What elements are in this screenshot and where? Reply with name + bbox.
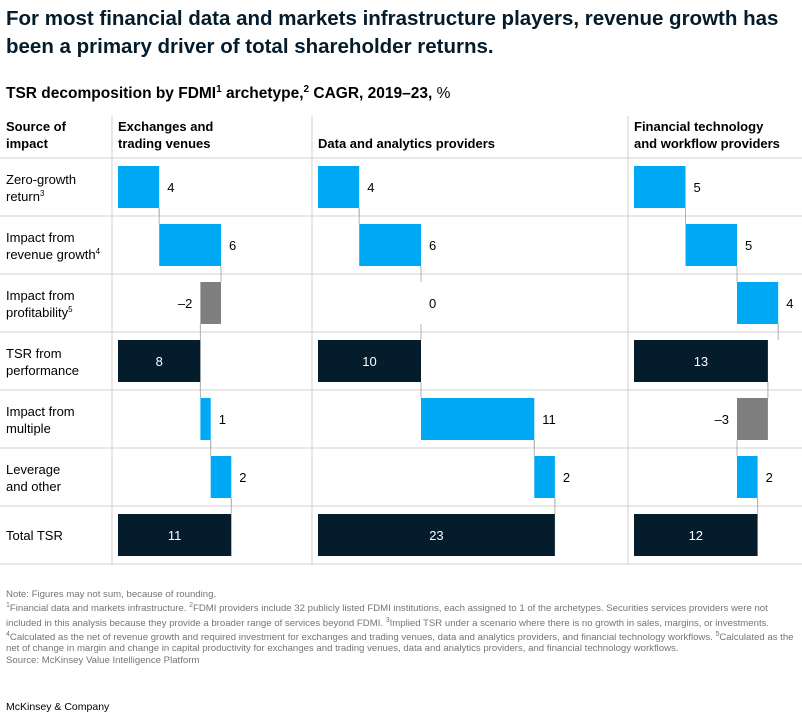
bar-c1-r6 (318, 514, 555, 556)
bar-c1-r5 (534, 456, 555, 498)
fn2-sup: 2 (189, 602, 193, 610)
source-line: Source: McKinsey Value Intelligence Plat… (6, 654, 200, 666)
bar-c1-r4 (421, 398, 535, 440)
bar-c0-r6 (118, 514, 232, 556)
subtitle-text-c: CAGR, 2019–23, (309, 85, 433, 103)
bar-label-c0-r2: –2 (178, 296, 192, 311)
bar-c0-r3 (118, 340, 201, 382)
row-label-1-line2: revenue growth4 (6, 247, 101, 262)
bar-c2-r3 (634, 340, 768, 382)
headline: For most financial data and markets infr… (6, 7, 779, 58)
bar-c2-r2 (737, 282, 779, 324)
bar-c2-r5 (737, 456, 758, 498)
bar-c0-r0 (118, 166, 160, 208)
bar-c2-r0 (634, 166, 686, 208)
row-label-6: Total TSR (6, 528, 63, 543)
bar-label-c1-r2: 0 (429, 296, 436, 311)
fn4: Calculated as the net of revenue growth … (9, 632, 716, 644)
bar-label-c2-r4: –3 (715, 412, 729, 427)
row-label-3-line2: performance (6, 363, 79, 378)
fn2: FDMI providers include 32 publicly liste… (6, 603, 768, 629)
bar-c2-r1 (685, 224, 737, 266)
row-label-0-line2: return3 (6, 189, 45, 204)
bar-label-c2-r1: 5 (745, 238, 752, 253)
row-label-0-line1: Zero-growth (6, 172, 76, 187)
fn1-sup: 1 (6, 602, 10, 610)
row-header-line2: impact (6, 136, 49, 151)
bar-c0-r4 (200, 398, 211, 440)
bar-label-c1-r6: 23 (429, 528, 443, 543)
bar-label-c1-r4: 11 (542, 412, 556, 427)
bar-label-c1-r3: 10 (362, 354, 376, 369)
fn1: Financial data and markets infrastructur… (9, 603, 190, 615)
fn3-sup: 3 (385, 616, 390, 624)
bar-label-c0-r3: 8 (156, 354, 163, 369)
waterfall-chart: Source of impact Exchanges and trading venu… (0, 116, 802, 565)
row-label-5-line1: Leverage (6, 462, 60, 477)
bar-label-c2-r5: 2 (766, 470, 773, 485)
bar-label-c1-r5: 2 (563, 470, 570, 485)
bar-c0-r2 (200, 282, 221, 324)
subtitle-text-a: TSR decomposition by FDMI (6, 85, 217, 103)
column-title-0-line1: Exchanges and (118, 119, 213, 134)
row-label-1-sup: 4 (96, 247, 101, 256)
subtitle-sup-a: 1 (216, 84, 222, 95)
bar-c1-r3 (318, 340, 421, 382)
bar-label-c2-r3: 13 (694, 354, 708, 369)
bar-label-c2-r0: 5 (694, 180, 701, 195)
subtitle-text-b: archetype, (221, 85, 304, 103)
row-label-2-sup: 5 (68, 305, 73, 314)
bar-c0-r1 (159, 224, 221, 266)
bar-label-c0-r6: 11 (168, 528, 182, 543)
subtitle-sup-b: 2 (303, 84, 310, 95)
column-title-2-line2: and workflow providers (634, 136, 780, 151)
column-title-0-line2: trading venues (118, 136, 210, 151)
row-label-4-line2: multiple (6, 421, 51, 436)
bar-c1-r1 (359, 224, 421, 266)
bar-label-c2-r2: 4 (786, 296, 793, 311)
bar-label-c1-r1: 6 (429, 238, 436, 253)
bar-label-c0-r4: 1 (219, 412, 226, 427)
note-rounding: Note: Figures may not sum, because of ro… (6, 589, 217, 600)
brand-logo-text: McKinsey & Company (6, 701, 110, 713)
fn5-sup: 5 (715, 630, 720, 638)
bar-label-c0-r1: 6 (229, 238, 236, 253)
fn5: Calculated as the net of change in margi… (6, 632, 794, 655)
bar-c2-r4 (737, 398, 768, 440)
fn4-sup: 4 (6, 630, 10, 638)
footnote-text: 1Financial data and markets infrastructu… (6, 600, 796, 654)
row-label-1-line1: Impact from (6, 230, 75, 245)
bar-c1-r0 (318, 166, 360, 208)
column-title-1: Data and analytics providers (318, 136, 495, 151)
row-label-2-line1: Impact from (6, 288, 75, 303)
row-label-0-sup: 3 (40, 189, 45, 198)
row-label-5-line2: and other (6, 479, 62, 494)
row-label-4-line1: Impact from (6, 404, 75, 419)
row-header-line1: Source of (6, 119, 67, 134)
chart-subtitle: TSR decomposition by FDMI1 archetype,2 C… (6, 80, 450, 104)
footnotes: Note: Figures may not sum, because of ro… (6, 589, 796, 666)
column-title-2-line1: Financial technology (634, 119, 764, 134)
subtitle-unit: % (432, 85, 451, 103)
row-label-3-line1: TSR from (6, 346, 62, 361)
bar-c2-r6 (634, 514, 758, 556)
bar-label-c0-r0: 4 (167, 180, 174, 195)
fn3: Implied TSR under a scenario where there… (389, 617, 770, 629)
bar-label-c0-r5: 2 (239, 470, 246, 485)
bar-c0-r5 (210, 456, 232, 498)
bar-label-c1-r0: 4 (367, 180, 374, 195)
row-label-2-line2: profitability5 (6, 305, 73, 320)
bar-label-c2-r6: 12 (689, 528, 703, 543)
